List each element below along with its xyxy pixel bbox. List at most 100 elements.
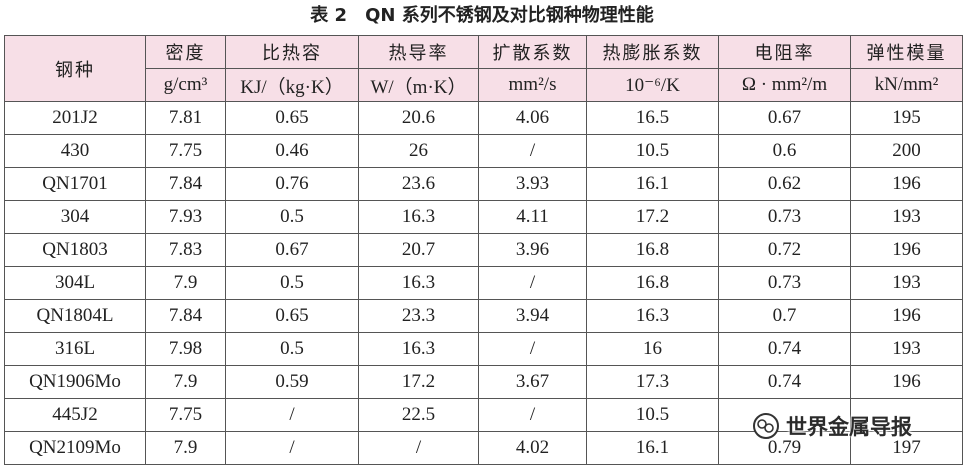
value-cell: 0.73 <box>718 200 851 234</box>
value-cell: 196 <box>850 167 963 201</box>
value-cell: 16.1 <box>586 431 719 465</box>
value-cell: 7.98 <box>145 332 226 366</box>
grade-cell: 316L <box>4 332 146 366</box>
column-header: 热膨胀系数 <box>586 35 719 69</box>
value-cell: 196 <box>850 365 963 399</box>
grade-cell: QN1906Mo <box>4 365 146 399</box>
unit-header: Ω · mm²/m <box>718 68 851 102</box>
value-cell: 0.67 <box>718 101 851 135</box>
value-cell: 200 <box>850 134 963 168</box>
value-cell: 0.7 <box>718 299 851 333</box>
column-header: 钢种 <box>4 35 146 102</box>
column-header: 扩散系数 <box>478 35 587 69</box>
value-cell: 7.83 <box>145 233 226 267</box>
header-row: 钢种 密度 比热容 热导率 扩散系数 热膨胀系数 电阻率 弹性模量 <box>4 35 963 102</box>
watermark-text: 世界金属导报 <box>786 415 912 439</box>
data-row: QN1803 7.83 0.67 20.7 3.96 16.8 0.72 196 <box>4 233 963 267</box>
value-cell: 7.9 <box>145 365 226 399</box>
value-cell: 20.7 <box>358 233 479 267</box>
data-row: QN1701 7.84 0.76 23.6 3.93 16.1 0.62 196 <box>4 167 963 201</box>
value-cell: 195 <box>850 101 963 135</box>
value-cell: 23.6 <box>358 167 479 201</box>
value-cell: 16.3 <box>358 332 479 366</box>
data-row: QN1906Mo 7.9 0.59 17.2 3.67 17.3 0.74 196 <box>4 365 963 399</box>
grade-cell: QN2109Mo <box>4 431 146 465</box>
value-cell: 17.3 <box>586 365 719 399</box>
value-cell: 22.5 <box>358 398 479 432</box>
value-cell: 7.93 <box>145 200 226 234</box>
value-cell: 0.79 <box>718 431 851 465</box>
column-header: 电阻率 <box>718 35 851 69</box>
unit-header: KJ/（kg·K） <box>225 68 359 102</box>
grade-cell: 304L <box>4 266 146 300</box>
data-row: 430 7.75 0.46 26/10.5 0.6 200 <box>4 134 963 168</box>
value-cell: 193 <box>850 200 963 234</box>
value-cell <box>718 398 851 432</box>
table-title: 表 2 QN 系列不锈钢及对比钢种物理性能 <box>310 5 654 26</box>
value-cell: 16.8 <box>586 266 719 300</box>
data-row: 304L 7.9 0.5 16.3/16.8 0.73 193 <box>4 266 963 300</box>
data-row: 201J2 7.81 0.65 20.6 4.06 16.5 0.67 195 <box>4 101 963 135</box>
column-header: 比热容 <box>225 35 359 69</box>
unit-row: g/cm³ KJ/（kg·K） W/（m·K） mm²/s 10⁻⁶/K Ω · mm²/… <box>5 68 963 102</box>
column-header: 密度 <box>145 35 226 69</box>
unit-header: kN/mm² <box>850 68 963 102</box>
value-cell: 26 <box>358 134 479 168</box>
value-cell: 4.06 <box>478 101 587 135</box>
grade-cell: 201J2 <box>4 101 146 135</box>
value-cell: 0.76 <box>225 167 359 201</box>
value-cell: / <box>478 332 587 366</box>
value-cell: 7.84 <box>145 167 226 201</box>
value-cell: 3.67 <box>478 365 587 399</box>
value-cell: 0.6 <box>718 134 851 168</box>
value-cell: 0.67 <box>225 233 359 267</box>
data-row: QN1804L 7.84 0.65 23.3 3.94 16.3 0.7 196 <box>4 299 963 333</box>
value-cell: 10.5 <box>586 398 719 432</box>
grade-cell: 430 <box>4 134 146 168</box>
watermark: 世界金属导报 <box>752 408 912 444</box>
value-cell: / <box>478 398 587 432</box>
unit-header: W/（m·K） <box>358 68 479 102</box>
unit-header: mm²/s <box>478 68 587 102</box>
value-cell: 4.02 <box>478 431 587 465</box>
value-cell: 0.5 <box>225 200 359 234</box>
value-cell: 0.5 <box>225 332 359 366</box>
value-cell: / <box>478 134 587 168</box>
value-cell: 0.65 <box>225 101 359 135</box>
value-cell: 0.46 <box>225 134 359 168</box>
value-cell: 7.9 <box>145 431 226 465</box>
value-cell: 4.11 <box>478 200 587 234</box>
grade-cell: QN1701 <box>4 167 146 201</box>
value-cell: 3.96 <box>478 233 587 267</box>
column-header: 热导率 <box>358 35 479 69</box>
unit-header: 10⁻⁶/K <box>586 68 719 102</box>
unit-header: g/cm³ <box>145 68 226 102</box>
value-cell: 16.3 <box>358 200 479 234</box>
value-cell: 0.59 <box>225 365 359 399</box>
value-cell: 16.3 <box>358 266 479 300</box>
value-cell: 196 <box>850 233 963 267</box>
value-cell: 193 <box>850 266 963 300</box>
data-table: 钢种 密度 比热容 热导率 扩散系数 热膨胀系数 电阻率 弹性模量 g/cm³ KJ/（kg·K）… <box>4 35 963 465</box>
value-cell: 0.5 <box>225 266 359 300</box>
value-cell: 7.75 <box>145 134 226 168</box>
value-cell: 16.1 <box>586 167 719 201</box>
value-cell: 7.75 <box>145 398 226 432</box>
value-cell: 7.9 <box>145 266 226 300</box>
data-row: QN2109Mo 7.9//4.02 16.1 0.79 197 <box>4 431 963 465</box>
value-cell: 0.65 <box>225 299 359 333</box>
value-cell: 3.94 <box>478 299 587 333</box>
value-cell: 7.84 <box>145 299 226 333</box>
value-cell: 0.73 <box>718 266 851 300</box>
value-cell: 0.74 <box>718 332 851 366</box>
value-cell: 23.3 <box>358 299 479 333</box>
value-cell: 7.81 <box>145 101 226 135</box>
value-cell: 3.93 <box>478 167 587 201</box>
grade-cell: 304 <box>4 200 146 234</box>
value-cell: 0.72 <box>718 233 851 267</box>
value-cell: 10.5 <box>586 134 719 168</box>
value-cell: 196 <box>850 299 963 333</box>
value-cell: 16.5 <box>586 101 719 135</box>
data-row: 445J2 7.75/22.5/10.5 <box>4 398 963 432</box>
